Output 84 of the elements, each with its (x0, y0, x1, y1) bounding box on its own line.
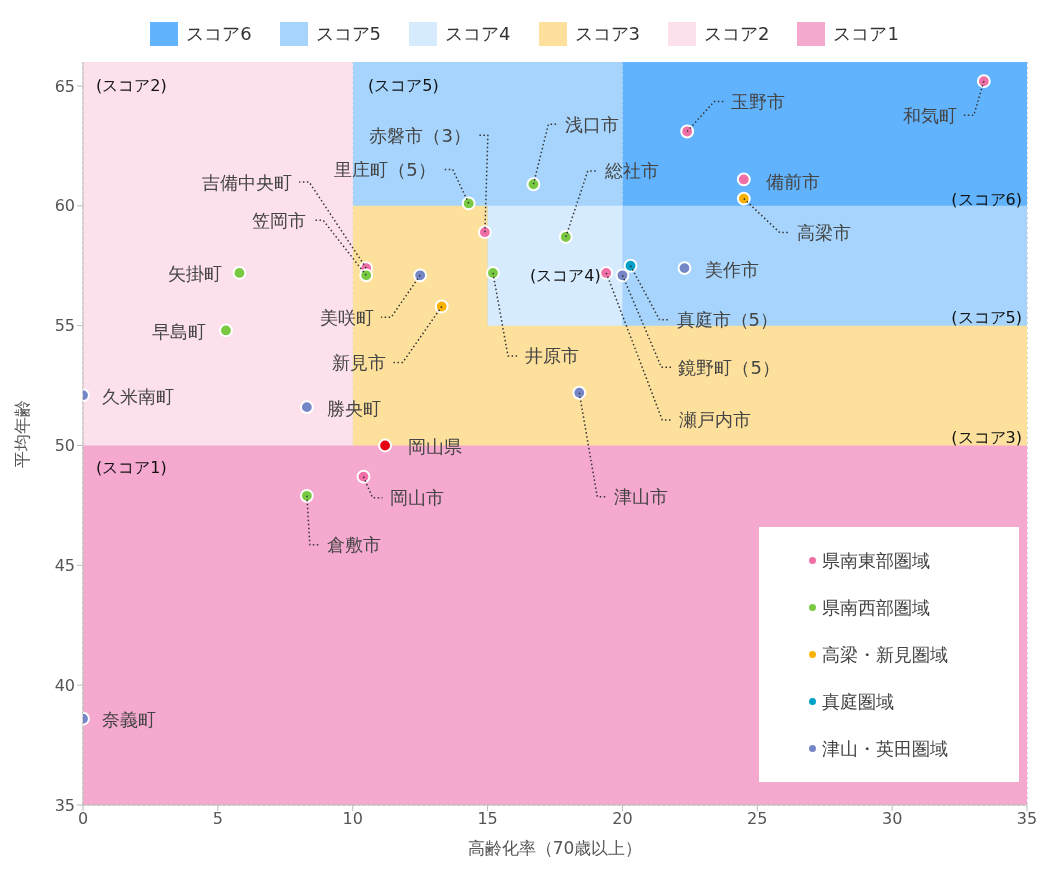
point (680, 124, 695, 139)
annotation: 岡山市 (389, 487, 444, 509)
annotation: 奈義町 (102, 709, 156, 731)
annotation: (スコア5) (951, 308, 1022, 329)
point (378, 438, 392, 453)
x-tick-label: 20 (612, 809, 633, 829)
point (477, 225, 492, 240)
annotation: 和気町 (902, 104, 957, 126)
legend-label: スコア5 (315, 22, 382, 46)
y-tick-label: 60 (54, 196, 75, 216)
y-tick-label: 50 (54, 436, 75, 456)
annotation: 里庄町（5） (334, 158, 436, 180)
legend-label: スコア4 (445, 22, 511, 46)
annotation: 真庭市（5） (676, 309, 778, 331)
x-tick-label: 5 (212, 809, 223, 829)
point (558, 230, 573, 244)
point (461, 196, 476, 211)
annotation: (スコア5) (368, 76, 439, 97)
point (356, 469, 371, 484)
annotation: 美作市 (705, 258, 760, 280)
legend-label: スコア6 (186, 22, 252, 46)
annotation: 津山市 (614, 486, 669, 508)
point (486, 266, 500, 280)
annotation: (スコア6) (951, 190, 1022, 211)
annotation: 玉野市 (731, 91, 786, 113)
y-tick-label: 40 (54, 675, 75, 695)
point (736, 172, 751, 187)
annotation: (スコア1) (96, 458, 167, 479)
annotation: 矢掛町 (168, 263, 223, 285)
point (736, 191, 751, 206)
point (413, 268, 428, 283)
annotation: 浅口市 (565, 113, 620, 135)
point (299, 400, 314, 415)
x-axis-title: 高齢化率（70歳以上） (467, 838, 643, 858)
point (599, 266, 614, 280)
annotation: 早島町 (151, 320, 206, 342)
legend-label: 津山・英田圏域 (822, 736, 948, 761)
annotation: 瀬戸内市 (679, 409, 752, 431)
x-tick-label: 25 (747, 809, 768, 829)
legend-label: 県南西部圏域 (822, 595, 930, 620)
x-tick-label: 0 (77, 809, 89, 829)
point (623, 258, 638, 273)
legend-label: 県南東部圏域 (822, 548, 930, 573)
annotation: 鏡野町（5） (678, 356, 780, 378)
annotation: (スコア2) (96, 76, 167, 97)
point (572, 385, 587, 400)
annotation: 備前市 (765, 170, 820, 192)
y-axis-title: 平均年齢 (12, 399, 33, 468)
annotation: 吉備中央町 (202, 171, 293, 193)
point (359, 268, 374, 283)
annotation: 笠岡市 (252, 209, 307, 231)
legend-label: 真庭圏域 (822, 689, 894, 714)
point (219, 323, 233, 338)
annotation: 赤磐市（3） (369, 124, 471, 146)
point (526, 177, 541, 192)
x-tick-label: 35 (1016, 809, 1038, 829)
legend-label: 高梁・新見圏域 (822, 642, 948, 667)
point (232, 266, 247, 280)
point (299, 488, 314, 503)
x-tick-label: 30 (881, 809, 903, 829)
y-tick-label: 55 (54, 316, 75, 336)
x-tick-label: 15 (477, 809, 498, 829)
annotation: 勝央町 (326, 397, 381, 419)
point (615, 268, 630, 283)
annotation: (スコア3) (951, 428, 1022, 449)
y-tick-label: 65 (54, 76, 75, 96)
legend-label: スコア3 (574, 22, 640, 46)
y-tick-label: 35 (54, 795, 75, 815)
point (976, 74, 991, 89)
point (434, 299, 449, 314)
x-tick-label: 10 (342, 809, 363, 829)
annotation: 高梁市 (796, 222, 851, 244)
annotation: 倉敷市 (326, 534, 381, 556)
point (677, 261, 692, 276)
legend-label: スコア2 (703, 22, 770, 46)
legend-label: スコア1 (833, 22, 899, 46)
annotation: 新見市 (331, 351, 386, 373)
annotation: 久米南町 (102, 385, 174, 407)
y-tick-label: 45 (54, 556, 75, 575)
annotation: 井原市 (524, 345, 579, 367)
annotation: (スコア4) (530, 266, 601, 287)
annotation: 美咲町 (320, 306, 375, 328)
annotation: 岡山県 (408, 435, 463, 457)
annotation: 総社市 (603, 160, 659, 182)
